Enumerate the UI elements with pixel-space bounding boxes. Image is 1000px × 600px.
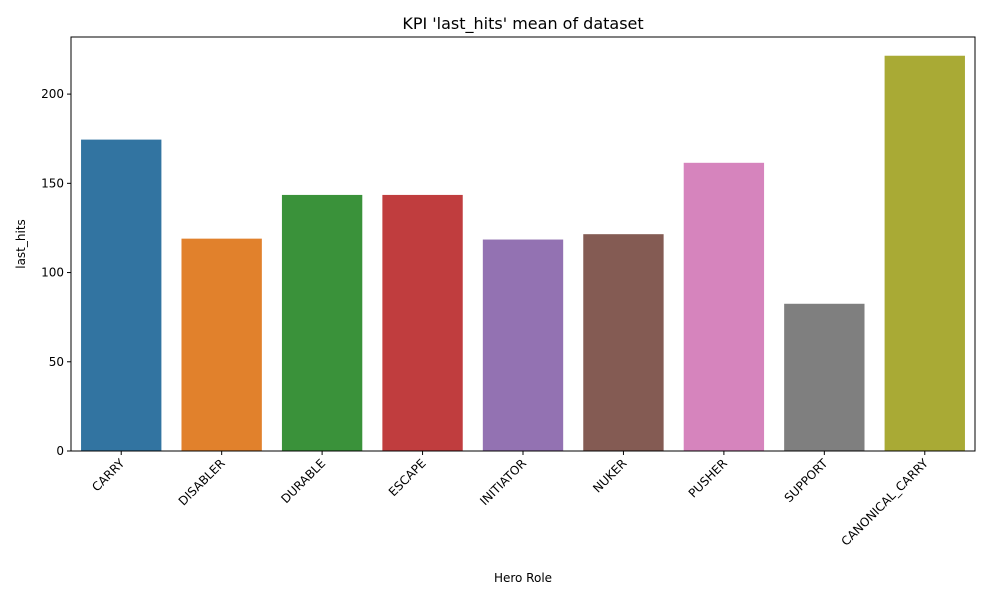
y-tick-label: 50: [49, 355, 64, 369]
x-tick-label: ESCAPE: [386, 456, 429, 499]
bar-initiator: [482, 239, 564, 451]
x-tick-label: SUPPORT: [782, 456, 831, 505]
chart-title: KPI 'last_hits' mean of dataset: [402, 14, 643, 34]
bar-pusher: [683, 162, 765, 451]
y-tick-label: 100: [41, 266, 64, 280]
bar-durable: [281, 194, 363, 451]
x-axis-label: Hero Role: [494, 571, 552, 585]
x-axis: CARRY DISABLER DURABLE ESCAPE INITIATOR NUKER…: [89, 451, 931, 549]
y-axis-label: last_hits: [14, 219, 28, 269]
bar-support: [784, 303, 865, 451]
bar-canonical-carry: [884, 55, 965, 452]
bars-group: [81, 55, 965, 452]
x-tick-label: NUKER: [590, 456, 629, 495]
y-tick-label: 150: [41, 176, 64, 190]
bar-carry: [81, 139, 162, 451]
y-tick-label: 0: [56, 444, 64, 458]
y-axis: 0 50 100 150 200: [41, 87, 71, 458]
x-tick-label: DISABLER: [176, 456, 228, 508]
x-tick-label: PUSHER: [686, 456, 730, 500]
x-tick-label: DURABLE: [278, 456, 328, 506]
x-tick-label: CARRY: [89, 456, 128, 495]
y-tick-label: 200: [41, 87, 64, 101]
plot-frame: [70, 36, 976, 452]
x-tick-label: INITIATOR: [477, 456, 529, 508]
bar-escape: [382, 194, 463, 451]
bar-nuker: [583, 234, 664, 451]
x-tick-label: CANONICAL_CARRY: [839, 456, 932, 549]
bar-disabler: [181, 238, 262, 451]
